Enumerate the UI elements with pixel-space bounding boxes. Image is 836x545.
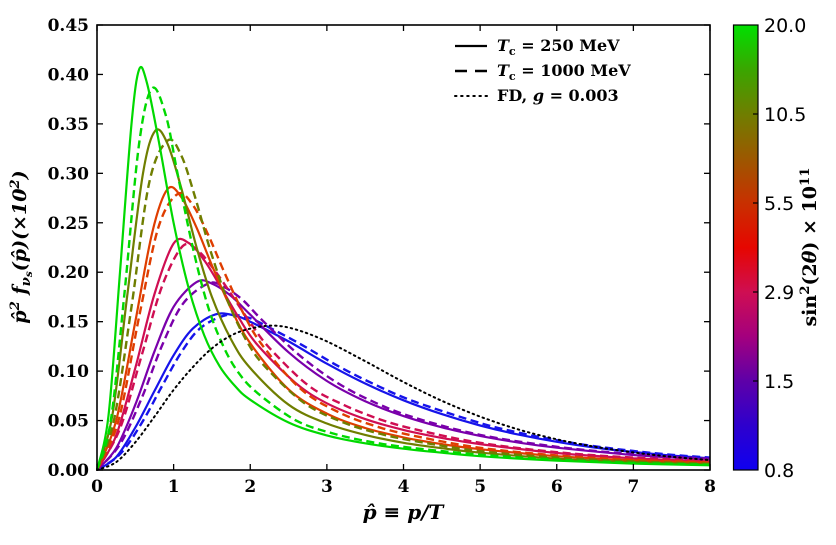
label-part: T (497, 61, 510, 80)
label-part: g (533, 86, 544, 105)
x-tick-label: 6 (551, 477, 563, 497)
label-part: c (509, 69, 516, 83)
colorbar: 20.0 10.5 5.5 2.9 1.5 0.8 sin2(2θ) × 1011 (732, 15, 821, 482)
label-part: p̂ (9, 248, 31, 262)
curve-sin2-5.5-tc1000 (96, 191, 711, 471)
legend-entry: Tc = 250 MeV (455, 36, 620, 58)
label-part: 11 (798, 167, 813, 186)
colorbar-tick-label: 0.8 (764, 460, 794, 482)
x-tick-label: 3 (321, 477, 333, 497)
label-part: p̂ (9, 310, 31, 324)
curve-sin2-20.0-tc1000 (96, 86, 711, 471)
curve-sin2-0.8-tc1000 (96, 313, 711, 471)
y-axis-label-text: p̂2 fνs(p̂)(×102) (8, 170, 35, 323)
colorbar-tick-label: 1.5 (764, 371, 794, 393)
colorbar-tick-label: 2.9 (764, 282, 794, 304)
y-axis-label: p̂2 fνs(p̂)(×102) (8, 170, 35, 323)
x-tick-label: 8 (704, 477, 716, 497)
curve-sin2-20.0-tc250 (96, 65, 711, 471)
label-part: c (509, 44, 516, 58)
label-part: = 0.003 (544, 86, 619, 105)
legend-entry: FD, g = 0.003 (454, 86, 619, 105)
x-tick-label: 2 (244, 477, 256, 497)
label-part: 2 (8, 179, 23, 189)
x-tick-label: 0 (91, 477, 103, 497)
label-part: sin (799, 295, 821, 327)
axis-tick-labels: 0 1 2 3 4 5 6 7 8 0.00 0.05 0.10 0.15 0.20 0.25 0.30 0.3… (48, 16, 716, 497)
label-part: )(×10 (9, 189, 31, 250)
curve-sin2-5.5-tc250 (96, 185, 711, 471)
y-tick-label: 0.00 (48, 461, 90, 481)
colorbar-tick-label: 10.5 (764, 104, 806, 126)
legend-label: Tc = 1000 MeV (497, 61, 631, 83)
label-part: ν (19, 276, 34, 286)
curves-layer (96, 65, 711, 471)
curve-sin2-0.8-tc250 (96, 312, 711, 471)
curve-sin2-2.9-tc1000 (96, 242, 711, 471)
colorbar-tick-label: 5.5 (764, 193, 794, 215)
x-tick-label: 5 (474, 477, 486, 497)
y-tick-label: 0.10 (48, 362, 90, 382)
y-tick-label: 0.40 (48, 65, 90, 85)
legend-label: FD, g = 0.003 (497, 86, 619, 105)
curve-sin2-2.9-tc250 (96, 237, 711, 471)
label-part: s (23, 271, 35, 277)
x-tick-label: 7 (627, 477, 639, 497)
label-part: T (497, 36, 510, 55)
label-part: ) (9, 170, 31, 180)
curve-sin2-10.5-tc250 (96, 128, 711, 471)
y-tick-label: 0.25 (48, 214, 89, 234)
y-tick-label: 0.35 (48, 115, 89, 135)
label-part: = 1000 MeV (516, 61, 632, 80)
x-axis-label: p̂ ≡ p/T (363, 500, 446, 524)
label-part: ) × 10 (799, 186, 821, 251)
curve-sin2-1.5-tc1000 (96, 281, 711, 471)
y-tick-label: 0.05 (48, 412, 89, 432)
y-tick-label: 0.45 (48, 16, 89, 36)
curve-sin2-10.5-tc1000 (96, 138, 711, 471)
colorbar-gradient (732, 24, 759, 471)
label-part: (2 (799, 263, 821, 285)
colorbar-label: sin2(2θ) × 1011 (798, 167, 821, 326)
label-part: f (9, 284, 31, 302)
y-tick-label: 0.30 (48, 164, 90, 184)
curve-sin2-1.5-tc250 (96, 279, 711, 471)
label-part: ( (9, 261, 31, 271)
legend-entry: Tc = 1000 MeV (455, 61, 631, 83)
x-tick-label: 1 (168, 477, 180, 497)
label-part: = 250 MeV (516, 36, 620, 55)
label-part: 2 (798, 286, 813, 295)
y-tick-label: 0.20 (48, 263, 90, 283)
label-part: 2 (8, 301, 23, 311)
label-part: FD, (497, 86, 533, 105)
axis-ticks (96, 24, 711, 471)
label-part: θ (799, 250, 821, 263)
colorbar-tick-label: 20.0 (764, 15, 806, 37)
x-tick-label: 4 (398, 477, 410, 497)
y-tick-label: 0.15 (48, 313, 89, 333)
curve-fd-g0.003 (96, 324, 711, 471)
legend-label: Tc = 250 MeV (497, 36, 620, 58)
